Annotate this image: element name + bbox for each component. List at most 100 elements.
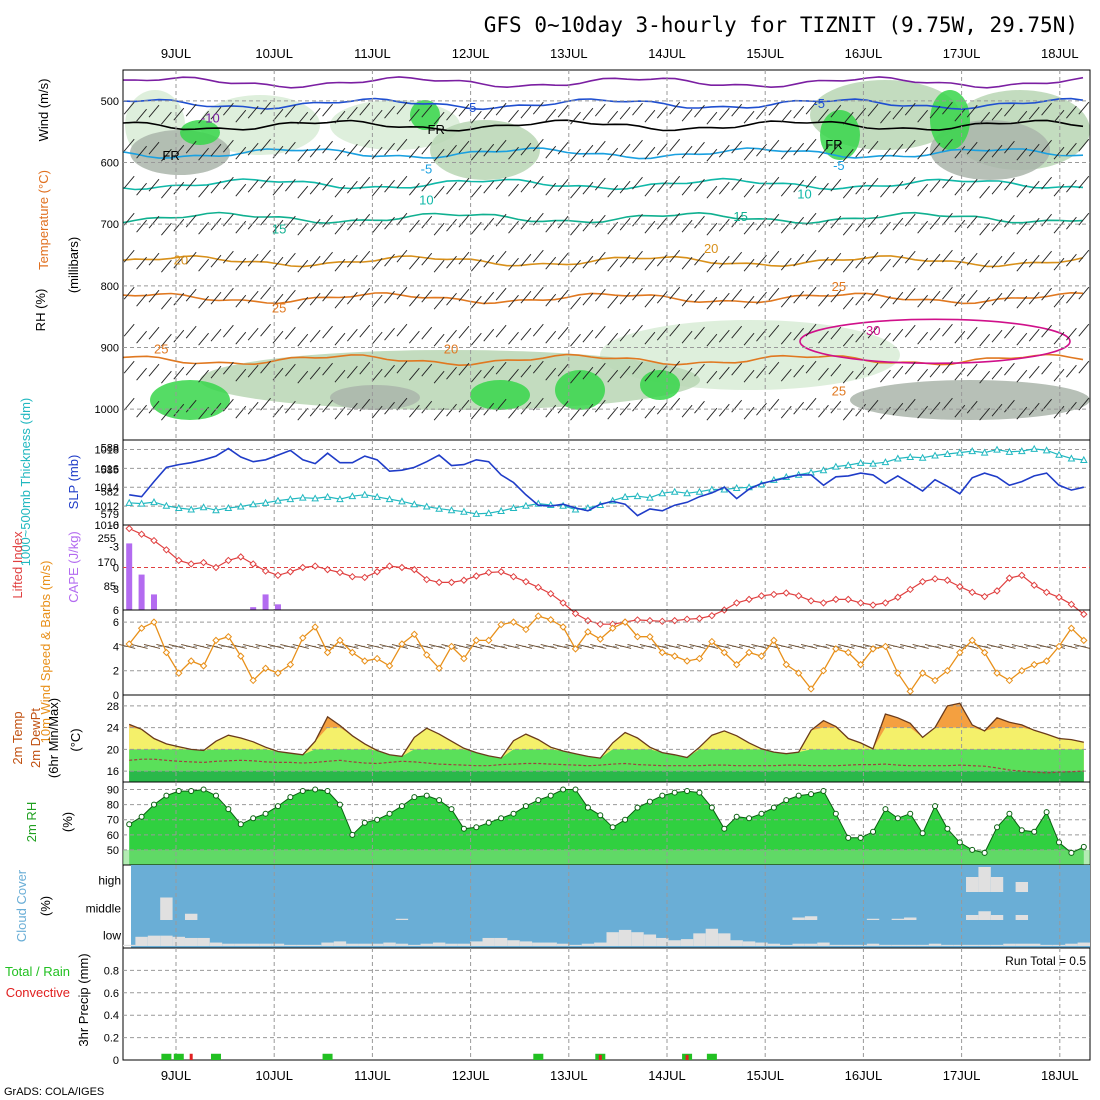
cloud-bar-low [693,933,706,946]
wind-barb [235,109,247,123]
wind-barb [247,401,259,415]
surface-wind-barb [131,644,148,649]
wind-barb [904,213,916,227]
wind-barb [285,215,296,229]
wind-barb [756,365,767,379]
rh-shading [150,380,230,420]
wind-barb [1053,331,1065,345]
wind-barb [421,289,433,303]
cloud-bar-low [941,944,954,946]
thickness-point [286,495,295,503]
rh-point [250,815,257,822]
wind-barb [880,295,891,309]
wind-barb [408,182,420,196]
wind-barb [421,252,433,266]
wind-barb [173,255,185,269]
cloud-bar-high [990,877,1004,892]
wind-barb [235,405,247,419]
contour-label: 20 [174,252,188,267]
wind-barb [954,256,966,270]
wind-barb [805,397,817,411]
wind-barb [718,403,730,417]
bottom-date-label: 12JUL [452,1068,490,1083]
wind-barb [408,108,420,122]
slp-tick: 1012 [95,501,119,513]
rh-tick: 70 [107,815,119,827]
thickness-point [236,502,245,510]
wind-speed-point [968,636,976,645]
wind-barb [1078,249,1090,263]
wind-barb [359,250,371,264]
wind-barb [161,333,172,347]
wind-speed-point [410,630,419,638]
rh-point [510,810,517,817]
wind-barb [285,178,296,192]
rh-tick: 80 [107,800,119,812]
wind-speed-point [695,654,704,663]
wind-barb [198,295,209,309]
wind-barb [297,148,309,162]
lifted-point [807,597,815,605]
lifted-point [584,616,592,625]
wind-barb [669,249,681,263]
thickness-point [274,496,282,504]
wind-barb [495,102,507,116]
temp-band-cool [129,771,1084,782]
cloud-bar-low [321,942,334,946]
wind-barb [1053,109,1065,123]
cloud-bar-low [222,943,235,946]
wind-barb [818,330,829,344]
rh-point [386,810,393,817]
surface-wind-barb [1073,644,1090,649]
wind-speed-point [1042,657,1051,665]
wind-barb [545,330,557,344]
pressure-tick: 800 [101,281,119,293]
wind-barb [347,217,358,231]
wind-speed-point [708,637,716,646]
rh-point [324,788,331,795]
wind-barb [557,252,569,266]
wind-speed-point [832,645,840,653]
rh-area [129,789,1084,865]
thickness-point [819,466,828,474]
wind-barb [545,108,557,122]
wind-barb [532,175,544,189]
wind-barb [706,370,718,384]
rh-point [349,831,356,838]
wind-barb [979,111,990,125]
wind-barb [185,140,197,154]
cloud-level-label: high [98,874,121,888]
cloud-bar-low [643,934,657,946]
wind-barb [446,366,457,380]
wind-barb [198,184,209,198]
surface-wind-barb [986,644,1004,649]
wind-speed-point [286,660,295,669]
contour-label: -10 [201,110,220,125]
wind-barb [1053,146,1065,160]
wind-barb [1053,220,1065,234]
wind-barb [384,216,395,230]
wind-barb [247,290,259,304]
wind-barb [607,184,619,198]
wind-barb [780,109,792,123]
wind-barb [780,368,792,382]
cloud-bar-low [618,929,632,946]
lifted-point [410,565,419,574]
wind-speed-point [385,662,394,670]
thickness-point [559,501,567,509]
cloud-bar-middle [804,916,818,920]
wind-barb [917,405,928,419]
wind-barb [396,101,408,115]
cloud-bar-low [482,937,495,946]
bottom-date-label: 16JUL [845,1068,883,1083]
lifted-point [856,599,865,607]
wind-barb [161,148,172,162]
wind-barb [297,407,309,421]
thickness-point [174,503,183,511]
cloud-bar-high [978,867,991,892]
wind-barb [867,251,879,265]
wind-barb [1028,106,1040,120]
wind-barb [867,177,879,191]
wind-barb [408,219,420,233]
top-date-label: 10JUL [255,46,293,61]
